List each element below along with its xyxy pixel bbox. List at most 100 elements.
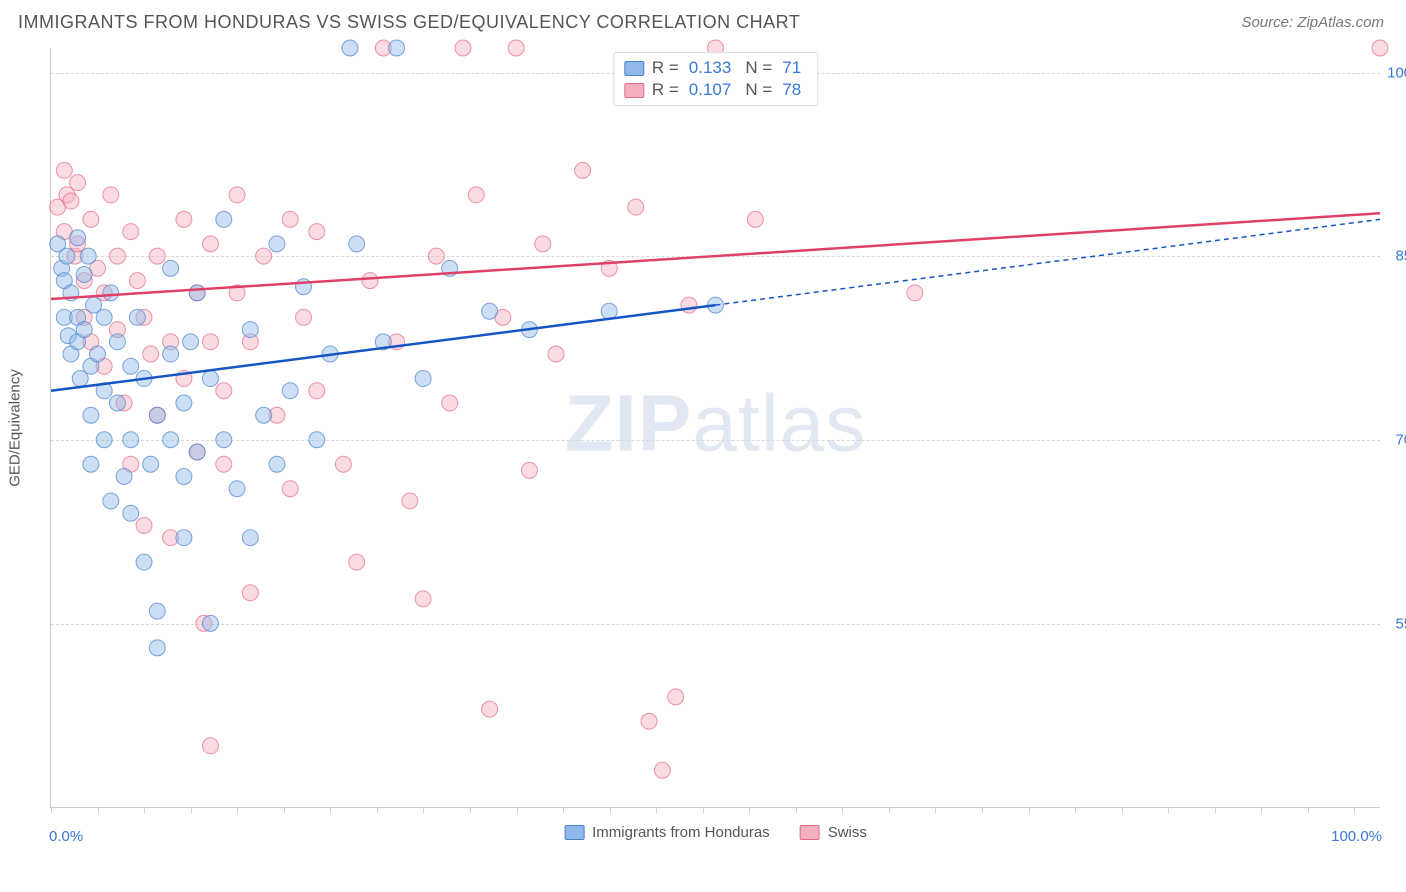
legend-swatch-icon: [564, 825, 584, 840]
x-tick-mark: [610, 807, 611, 813]
scatter-point-swiss: [216, 456, 232, 472]
r-value-swiss: 0.107: [689, 80, 732, 100]
scatter-point-swiss: [129, 273, 145, 289]
scatter-point-honduras: [309, 432, 325, 448]
scatter-point-swiss: [641, 713, 657, 729]
scatter-point-honduras: [342, 40, 358, 56]
x-tick-max: 100.0%: [1331, 828, 1382, 845]
y-tick-label: 70.0%: [1386, 432, 1406, 449]
x-tick-mark: [51, 807, 52, 813]
scatter-point-honduras: [129, 309, 145, 325]
scatter-point-honduras: [90, 346, 106, 362]
scatter-point-swiss: [83, 211, 99, 227]
scatter-point-swiss: [309, 383, 325, 399]
n-value-honduras: 71: [782, 58, 801, 78]
legend-swatch-icon: [800, 825, 820, 840]
scatter-point-honduras: [136, 554, 152, 570]
plot-area: GED/Equivalency ZIPatlas 55.0%70.0%85.0%…: [50, 48, 1380, 808]
scatter-point-swiss: [309, 224, 325, 240]
scatter-point-honduras: [176, 530, 192, 546]
n-label: N =: [745, 58, 772, 78]
chart-title: IMMIGRANTS FROM HONDURAS VS SWISS GED/EQ…: [18, 12, 800, 33]
legend-item-swiss: Swiss: [800, 824, 867, 841]
scatter-point-honduras: [109, 395, 125, 411]
scatter-point-swiss: [242, 585, 258, 601]
stats-legend: R = 0.133 N = 71 R = 0.107 N = 78: [613, 52, 818, 106]
x-tick-mark: [377, 807, 378, 813]
scatter-point-swiss: [56, 162, 72, 178]
r-label: R =: [652, 80, 679, 100]
scatter-point-honduras: [123, 358, 139, 374]
scatter-point-honduras: [189, 285, 205, 301]
scatter-point-honduras: [116, 468, 132, 484]
scatter-point-swiss: [535, 236, 551, 252]
scatter-point-swiss: [123, 224, 139, 240]
scatter-point-swiss: [508, 40, 524, 56]
scatter-point-honduras: [282, 383, 298, 399]
scatter-point-honduras: [163, 260, 179, 276]
scatter-point-swiss: [1372, 40, 1388, 56]
n-value-swiss: 78: [782, 80, 801, 100]
legend-row-honduras: R = 0.133 N = 71: [624, 57, 807, 79]
scatter-point-swiss: [654, 762, 670, 778]
scatter-point-honduras: [349, 236, 365, 252]
scatter-svg: [51, 48, 1380, 807]
legend-item-honduras: Immigrants from Honduras: [564, 824, 770, 841]
scatter-point-honduras: [202, 615, 218, 631]
x-tick-mark: [656, 807, 657, 813]
legend-label: Immigrants from Honduras: [592, 824, 770, 841]
scatter-point-swiss: [442, 395, 458, 411]
x-tick-mark: [1122, 807, 1123, 813]
legend-swatch-swiss: [624, 83, 644, 98]
scatter-point-honduras: [103, 285, 119, 301]
scatter-point-swiss: [455, 40, 471, 56]
scatter-point-honduras: [183, 334, 199, 350]
scatter-point-swiss: [468, 187, 484, 203]
regression-line-swiss: [51, 213, 1380, 299]
scatter-point-honduras: [163, 346, 179, 362]
scatter-point-honduras: [103, 493, 119, 509]
scatter-point-honduras: [242, 530, 258, 546]
scatter-point-honduras: [163, 432, 179, 448]
x-tick-mark: [330, 807, 331, 813]
scatter-point-honduras: [482, 303, 498, 319]
scatter-point-swiss: [63, 193, 79, 209]
scatter-point-honduras: [80, 248, 96, 264]
scatter-point-honduras: [76, 266, 92, 282]
scatter-point-swiss: [747, 211, 763, 227]
scatter-point-swiss: [103, 187, 119, 203]
x-tick-mark: [144, 807, 145, 813]
scatter-point-honduras: [123, 432, 139, 448]
x-tick-mark: [470, 807, 471, 813]
scatter-point-honduras: [229, 481, 245, 497]
scatter-point-swiss: [415, 591, 431, 607]
scatter-point-swiss: [521, 462, 537, 478]
scatter-point-swiss: [202, 738, 218, 754]
scatter-point-honduras: [76, 322, 92, 338]
scatter-point-swiss: [482, 701, 498, 717]
scatter-point-honduras: [109, 334, 125, 350]
legend-swatch-honduras: [624, 61, 644, 76]
x-tick-mark: [284, 807, 285, 813]
scatter-point-honduras: [216, 432, 232, 448]
y-axis-title: GED/Equivalency: [7, 369, 24, 487]
scatter-point-honduras: [415, 371, 431, 387]
x-tick-mark: [237, 807, 238, 813]
scatter-point-honduras: [70, 230, 86, 246]
scatter-point-swiss: [202, 334, 218, 350]
scatter-point-swiss: [109, 248, 125, 264]
scatter-point-swiss: [335, 456, 351, 472]
scatter-point-honduras: [96, 432, 112, 448]
scatter-point-swiss: [176, 211, 192, 227]
y-tick-label: 100.0%: [1386, 64, 1406, 81]
scatter-point-swiss: [362, 273, 378, 289]
x-tick-mark: [1261, 807, 1262, 813]
scatter-point-swiss: [136, 517, 152, 533]
r-label: R =: [652, 58, 679, 78]
scatter-point-swiss: [907, 285, 923, 301]
scatter-point-honduras: [149, 603, 165, 619]
x-tick-mark: [98, 807, 99, 813]
x-tick-mark: [517, 807, 518, 813]
x-tick-mark: [749, 807, 750, 813]
r-value-honduras: 0.133: [689, 58, 732, 78]
